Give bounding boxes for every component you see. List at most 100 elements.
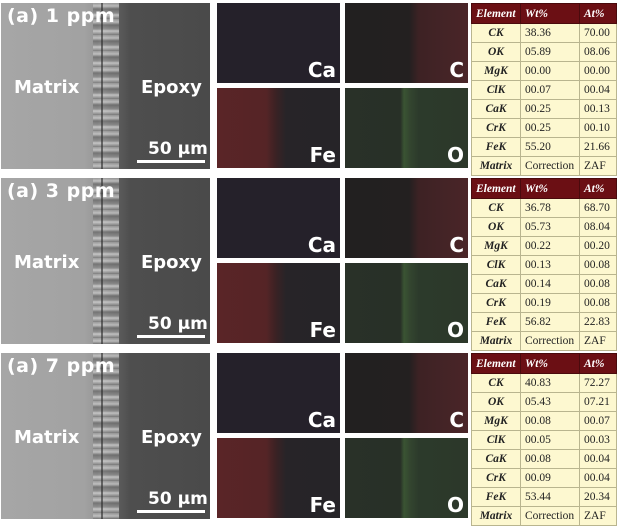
edx-table: Element Wt% At% CK 40.83 72.27 OK 05.43 07.2… — [471, 353, 617, 526]
eds-map-fe: Fe — [217, 263, 340, 343]
at-cell: 68.70 — [579, 198, 617, 218]
at-cell: 00.04 — [579, 80, 617, 100]
header-at: At% — [579, 178, 617, 199]
eds-map-ca: Ca — [217, 353, 340, 433]
scale-bar — [137, 160, 205, 163]
table-row: Matrix Correction ZAF — [471, 156, 617, 176]
wt-cell: 00.19 — [520, 293, 580, 313]
scale-bar — [137, 335, 205, 338]
element-cell: Matrix — [471, 156, 521, 176]
table-row: FeK 53.44 20.34 — [471, 487, 617, 507]
matrix-label: Matrix — [14, 252, 80, 273]
table-row: CK 38.36 70.00 — [471, 23, 617, 43]
element-cell: CK — [471, 198, 521, 218]
wt-cell: 53.44 — [520, 487, 580, 507]
corrosion-layer — [93, 178, 119, 344]
table-row: Matrix Correction ZAF — [471, 331, 617, 351]
scale-bar-label: 50 μm — [148, 139, 208, 159]
element-cell: CaK — [471, 449, 521, 469]
element-cell: CrK — [471, 118, 521, 138]
element-cell: CrK — [471, 468, 521, 488]
matrix-label: Matrix — [14, 427, 80, 448]
wt-cell: 05.43 — [520, 392, 580, 412]
at-cell: 00.08 — [579, 293, 617, 313]
header-element: Element — [471, 353, 521, 374]
table-row: FeK 55.20 21.66 — [471, 137, 617, 157]
element-cell: CK — [471, 23, 521, 43]
wt-cell: 00.14 — [520, 274, 580, 294]
eds-map-ca: Ca — [217, 178, 340, 258]
element-cell: OK — [471, 392, 521, 412]
element-label: O — [446, 143, 464, 167]
eds-map-o: O — [345, 263, 468, 343]
element-cell: CK — [471, 373, 521, 393]
eds-map-c: C — [345, 3, 468, 83]
header-wt: Wt% — [520, 3, 580, 24]
element-cell: CrK — [471, 293, 521, 313]
at-cell: 08.04 — [579, 217, 617, 237]
wt-cell: 05.89 — [520, 42, 580, 62]
element-label: Ca — [307, 58, 336, 82]
matrix-label: Matrix — [14, 77, 80, 98]
wt-cell: 55.20 — [520, 137, 580, 157]
element-cell: ClK — [471, 430, 521, 450]
wt-cell: 38.36 — [520, 23, 580, 43]
element-label: C — [449, 58, 464, 82]
wt-cell: Correction — [520, 331, 580, 351]
table-row: MgK 00.08 00.07 — [471, 411, 617, 431]
table-row: CaK 00.14 00.08 — [471, 274, 617, 294]
at-cell: 21.66 — [579, 137, 617, 157]
table-row: CrK 00.25 00.10 — [471, 118, 617, 138]
header-at: At% — [579, 353, 617, 374]
at-cell: 20.34 — [579, 487, 617, 507]
element-cell: MgK — [471, 61, 521, 81]
element-label: O — [446, 493, 464, 517]
wt-cell: 40.83 — [520, 373, 580, 393]
figure-row-7ppm: (a) 7 ppm Matrix Epoxy 50 μm Ca C Fe O E… — [0, 353, 621, 526]
element-cell: FeK — [471, 312, 521, 332]
figure-row-1ppm: (a) 1 ppm Matrix Epoxy 50 μm Ca C Fe O E… — [0, 3, 621, 176]
table-row: ClK 00.05 00.03 — [471, 430, 617, 450]
edx-table: Element Wt% At% CK 38.36 70.00 OK 05.89 08.0… — [471, 3, 617, 176]
wt-cell: 05.73 — [520, 217, 580, 237]
element-cell: Matrix — [471, 506, 521, 526]
scale-bar — [137, 510, 205, 513]
element-label: Fe — [309, 493, 336, 517]
table-row: OK 05.43 07.21 — [471, 392, 617, 412]
element-cell: FeK — [471, 137, 521, 157]
eds-map-fe: Fe — [217, 88, 340, 168]
at-cell: 00.13 — [579, 99, 617, 119]
element-cell: Matrix — [471, 331, 521, 351]
scale-bar-label: 50 μm — [148, 314, 208, 334]
element-cell: CaK — [471, 99, 521, 119]
header-wt: Wt% — [520, 353, 580, 374]
wt-cell: 00.09 — [520, 468, 580, 488]
wt-cell: 00.08 — [520, 449, 580, 469]
element-label: Ca — [307, 233, 336, 257]
at-cell: 00.08 — [579, 274, 617, 294]
eds-map-fe: Fe — [217, 438, 340, 518]
eds-map-o: O — [345, 438, 468, 518]
table-row: CK 36.78 68.70 — [471, 198, 617, 218]
element-label: O — [446, 318, 464, 342]
crack-line — [101, 353, 103, 519]
element-label: C — [449, 233, 464, 257]
table-row: MgK 00.22 00.20 — [471, 236, 617, 256]
table-header-row: Element Wt% At% — [471, 3, 617, 24]
element-label: Fe — [309, 318, 336, 342]
at-cell: 00.04 — [579, 468, 617, 488]
element-cell: MgK — [471, 411, 521, 431]
wt-cell: 00.13 — [520, 255, 580, 275]
wt-cell: Correction — [520, 506, 580, 526]
header-element: Element — [471, 3, 521, 24]
at-cell: 72.27 — [579, 373, 617, 393]
at-cell: 00.03 — [579, 430, 617, 450]
table-row: ClK 00.13 00.08 — [471, 255, 617, 275]
wt-cell: 00.07 — [520, 80, 580, 100]
element-cell: CaK — [471, 274, 521, 294]
element-cell: ClK — [471, 80, 521, 100]
table-row: OK 05.73 08.04 — [471, 217, 617, 237]
element-label: C — [449, 408, 464, 432]
element-cell: OK — [471, 42, 521, 62]
element-label: Ca — [307, 408, 336, 432]
